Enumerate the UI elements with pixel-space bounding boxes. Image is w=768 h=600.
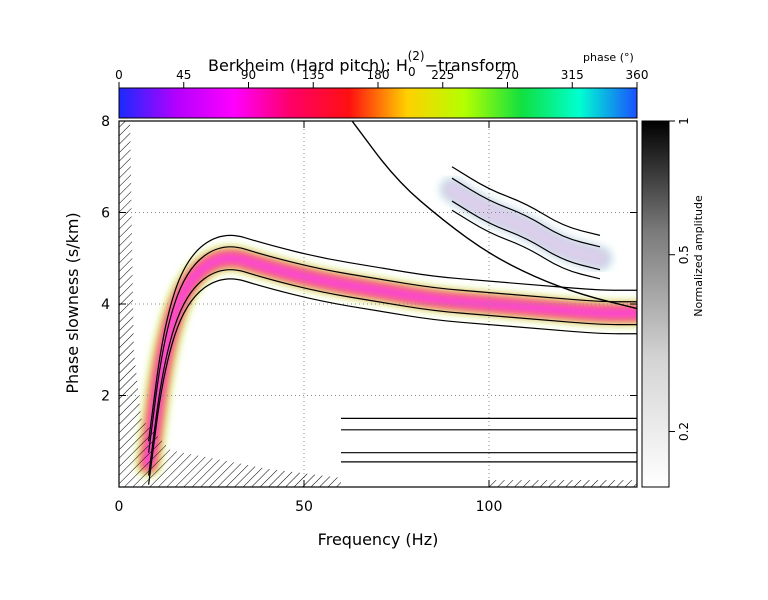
- contour-line: [451, 166, 601, 236]
- amplitude-colorbar: Normalized amplitude 0.2 0.5 1: [641, 117, 705, 488]
- chart-title-suffix: −transform: [425, 56, 517, 75]
- phase-colorbar-tick-label: 225: [431, 68, 454, 82]
- phase-colorbar-tick-label: 315: [561, 68, 584, 82]
- amplitude-colorbar-tick-label: 1: [677, 117, 691, 125]
- x-tick-label: 100: [476, 499, 503, 515]
- contour-line: [148, 246, 637, 453]
- amplitude-colorbar-label: Normalized amplitude: [692, 195, 705, 317]
- dispersion-curve: [351, 121, 637, 310]
- heatmap-ridge-band: [143, 253, 637, 470]
- heatmap-ridge: [135, 245, 637, 478]
- amplitude-colorbar-gradient: [641, 120, 670, 488]
- heatmap-ridge: [439, 176, 613, 272]
- x-tick-label: 50: [295, 499, 313, 515]
- phase-colorbar: phase (°) 0 45 90 135 180 225 270 315 360: [115, 51, 648, 119]
- phase-colorbar-tick-label: 270: [496, 68, 519, 82]
- phase-colorbar-tick-label: 180: [367, 68, 390, 82]
- contour-line: [451, 177, 601, 248]
- y-axis-label: Phase slowness (s/km): [63, 212, 82, 393]
- contour-lines: [148, 166, 637, 485]
- y-tick-label: 8: [101, 114, 110, 130]
- y-tick-label: 4: [101, 297, 110, 313]
- grid-lines: [119, 121, 637, 487]
- heatmap-ridge-band: [447, 184, 605, 264]
- amplitude-colorbar-tick-label: 0.2: [677, 422, 691, 441]
- phase-colorbar-tick-label: 45: [176, 68, 191, 82]
- phase-colorbar-tick-label: 135: [302, 68, 325, 82]
- heatmap-field: [135, 176, 637, 478]
- y-axis-ticks: 2 4 6 8: [101, 114, 637, 405]
- chart-title: Berkheim (Hard pitch): H0 (2)−transform: [208, 49, 516, 79]
- x-tick-label: 0: [115, 499, 124, 515]
- x-axis-ticks: 0 50 100: [115, 121, 503, 515]
- contour-line: [451, 209, 601, 280]
- phase-colorbar-tick-label: 0: [115, 68, 123, 82]
- y-tick-label: 2: [101, 389, 110, 405]
- contour-line: [148, 269, 637, 476]
- hatched-area: [489, 480, 637, 487]
- chart-title-prefix: Berkheim (Hard pitch): H: [208, 56, 408, 75]
- contour-line: [148, 278, 637, 485]
- chart-title-superscript: (2): [408, 49, 425, 63]
- plot-area: 0 50 100 2 4 6 8: [101, 114, 638, 515]
- amplitude-colorbar-ticks: 0.2 0.5 1: [669, 117, 691, 441]
- phase-colorbar-tick-label: 360: [626, 68, 649, 82]
- contour-line: [148, 234, 637, 442]
- chart-title-subscript: 0: [408, 65, 416, 79]
- phase-colorbar-ticks: 0 45 90 135 180 225 270 315 360: [115, 68, 648, 88]
- amplitude-colorbar-tick-label: 0.5: [677, 245, 691, 264]
- hatched-region: [119, 121, 637, 487]
- hatched-area: [119, 121, 341, 487]
- x-axis-label: Frequency (Hz): [318, 530, 439, 549]
- phase-colorbar-tick-label: 90: [241, 68, 256, 82]
- phase-colorbar-label: phase (°): [583, 51, 634, 64]
- contour-line: [451, 200, 601, 271]
- phase-colorbar-gradient: [118, 87, 638, 119]
- y-tick-label: 6: [101, 206, 110, 222]
